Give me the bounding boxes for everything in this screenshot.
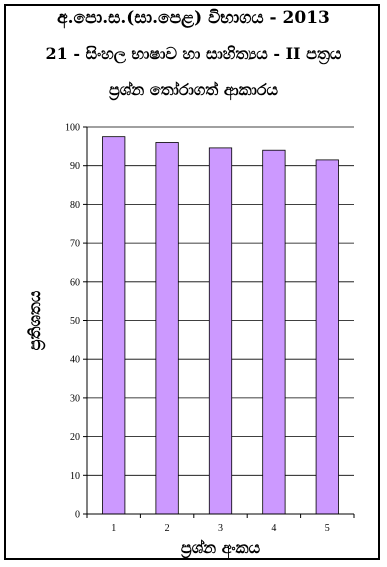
bar	[315, 159, 339, 515]
x-tick-labels: 1 2 3 4 5	[111, 523, 330, 534]
bar	[155, 142, 179, 515]
bar	[262, 149, 286, 515]
y-tick-label: 80	[70, 200, 80, 211]
y-axis-label: ප්‍රතිශතය	[25, 290, 46, 350]
axes	[83, 126, 355, 518]
y-tick-label: 60	[70, 277, 80, 288]
y-tick-label: 30	[70, 393, 80, 404]
x-tick-label: 5	[325, 523, 330, 534]
x-tick-label: 4	[271, 523, 276, 534]
y-tick-labels: 0 10 20 30 40 50 60 70 80 90 100	[65, 123, 80, 521]
y-tick-label: 100	[65, 123, 80, 134]
bar	[102, 136, 126, 515]
x-tick-label: 1	[111, 523, 116, 534]
chart-title: ප්‍රශ්න තෝරාගත් ආකාරය	[108, 80, 279, 99]
y-tick-label: 10	[70, 471, 80, 482]
bar	[208, 147, 233, 515]
x-axis-label: ප්‍රශ්න අංකය	[181, 538, 261, 559]
paper-title: 21 - සිංහල භාෂාව හා සාහිත්‍යය - II පත්‍ර…	[45, 44, 342, 63]
y-tick-label: 40	[70, 355, 80, 366]
x-tick-label: 2	[165, 523, 170, 534]
y-tick-label: 0	[75, 510, 80, 521]
x-tick-label: 3	[218, 523, 223, 534]
y-tick-label: 90	[70, 161, 80, 172]
y-tick-label: 70	[70, 239, 80, 250]
y-tick-label: 50	[70, 316, 80, 327]
exam-title: අ.පො.ස.(සා.පෙළ) විභාගය - 2013	[57, 8, 330, 28]
y-tick-label: 20	[70, 432, 80, 443]
bars	[102, 136, 339, 515]
